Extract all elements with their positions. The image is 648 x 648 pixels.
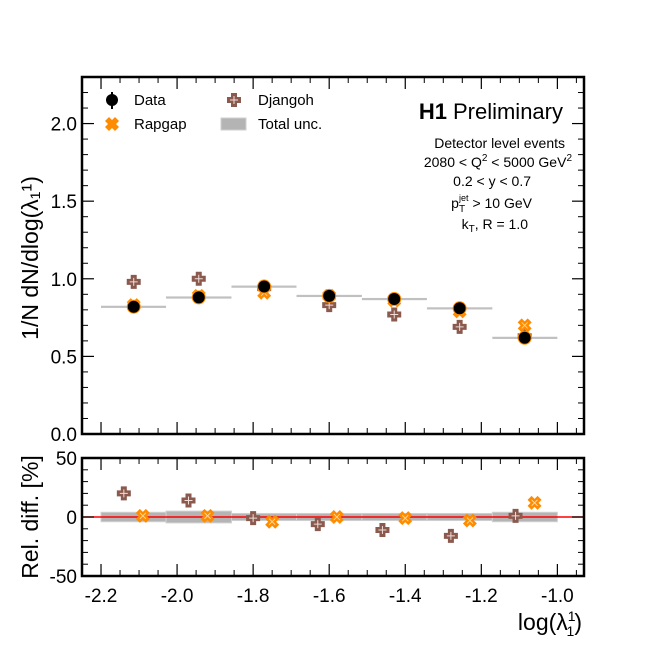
experiment-name: H1 (419, 99, 447, 124)
annotation-y-range: 0.2 < y < 0.7 (453, 173, 531, 189)
djangoh-point (452, 319, 467, 334)
djangoh-marker-inner (184, 496, 193, 505)
data-point (322, 288, 337, 303)
ratio-djangoh-point (116, 486, 131, 501)
annotation-pt-cut: pTjet > 10 GeV (451, 193, 533, 215)
rapgap-point (517, 318, 532, 333)
ratio-djangoh-point (508, 508, 523, 523)
djangoh-marker-inner (390, 310, 399, 319)
ratio-ytick-label: -50 (50, 567, 77, 588)
ratio-xtick-label: -1.0 (541, 586, 574, 607)
ratio-panel: -50 0 50 -2.2 -2.0 -1.8 -1.6 -1.4 -1.2 -1.0 Rel. … (17, 449, 586, 639)
ratio-points (116, 486, 542, 543)
main-ytick-label: 1.0 (51, 270, 77, 291)
ratio-rapgap-point (398, 511, 413, 526)
ratio-djangoh-point (375, 522, 390, 537)
data-point (126, 299, 141, 314)
data-point (387, 291, 402, 306)
ratio-xtick-label: -2.2 (85, 586, 118, 607)
main-points (126, 271, 532, 345)
main-panel: 0.0 0.5 1.0 1.5 2.0 1/N dN/dlog(λ₁¹) (17, 75, 586, 446)
rapgap-x-marker-icon (105, 117, 119, 131)
djangoh-marker-inner (313, 520, 322, 529)
preliminary-label: Preliminary (453, 99, 563, 124)
data-point-marker (192, 291, 205, 304)
main-ytick-label: 0.5 (51, 347, 77, 368)
legend-label-djangoh: Djangoh (258, 92, 314, 109)
legend-label-data: Data (134, 92, 166, 109)
legend-label-total-unc: Total unc. (258, 116, 322, 133)
band-swatch-icon (220, 117, 247, 131)
djangoh-marker-inner (194, 274, 203, 283)
data-point-marker (518, 331, 531, 344)
ratio-xlabel: log(λ1 1) (518, 608, 582, 639)
ratio-djangoh-point (443, 528, 458, 543)
rapgap-marker-inner (139, 512, 147, 520)
ratio-rapgap-point (200, 508, 215, 523)
data-point-marker (453, 302, 466, 315)
djangoh-marker-inner (249, 514, 258, 523)
annotation-jet-algo: kT, R = 1.0 (462, 216, 529, 235)
rapgap-marker-inner (401, 514, 409, 522)
ratio-rapgap-point (265, 514, 280, 529)
legend: Data Rapgap Djangoh Total unc. (105, 92, 322, 133)
legend-item-rapgap: Rapgap (105, 116, 187, 133)
ratio-rapgap-point (329, 510, 344, 524)
main-ytick-label: 1.5 (51, 192, 77, 213)
djangoh-marker-inner (511, 511, 520, 520)
data-point (517, 330, 532, 345)
ratio-ylabel: Rel. diff. [%] (17, 455, 43, 579)
data-marker-icon (106, 92, 118, 109)
legend-label-rapgap: Rapgap (134, 116, 187, 133)
main-ytick-label: 2.0 (51, 115, 77, 136)
data-point-marker (127, 300, 140, 313)
ratio-ytick-label: 50 (56, 449, 77, 470)
main-frame (80, 75, 586, 436)
ratio-frame (80, 456, 586, 578)
djangoh-plus-marker-icon (227, 93, 241, 107)
rapgap-marker-inner (521, 322, 528, 329)
djangoh-marker-inner (119, 489, 128, 498)
experiment-title: H1 Preliminary (419, 99, 563, 124)
ratio-rapgap-point (462, 513, 477, 528)
ratio-djangoh-point (246, 511, 261, 526)
djangoh-point (126, 274, 141, 289)
legend-item-djangoh: Djangoh (227, 92, 314, 109)
djangoh-point (387, 307, 402, 322)
data-point (257, 279, 272, 294)
data-point-marker (388, 292, 401, 305)
rapgap-marker-inner (333, 513, 341, 521)
djangoh-marker-inner (455, 322, 464, 331)
data-point (452, 301, 467, 316)
ratio-xtick-label: -2.0 (161, 586, 194, 607)
ratio-xtick-label: -1.4 (389, 586, 422, 607)
djangoh-point (191, 271, 206, 286)
djangoh-marker-inner (129, 277, 138, 286)
ratio-djangoh-point (310, 517, 325, 532)
ratio-xtick-label: -1.6 (313, 586, 346, 607)
data-point-marker (323, 289, 336, 302)
legend-item-total-unc: Total unc. (220, 116, 322, 133)
annotation-detector-level: Detector level events (434, 135, 565, 151)
ratio-xtick-label: -1.8 (237, 586, 270, 607)
ratio-djangoh-point (181, 493, 196, 508)
rapgap-marker-inner (204, 512, 211, 520)
rapgap-marker-inner (268, 518, 276, 526)
ratio-xtick-label: -1.2 (465, 586, 498, 607)
main-ylabel: 1/N dN/dlog(λ₁¹) (17, 176, 43, 340)
rapgap-marker-inner (466, 517, 474, 524)
main-ytick-label: 0.0 (51, 425, 77, 446)
ratio-rapgap-point (527, 495, 542, 510)
ratio-ytick-label: 0 (66, 508, 77, 529)
info-box: H1 Preliminary Detector level events 2080… (419, 99, 573, 235)
annotation-q2-range: 2080 < Q2 < 5000 GeV2 (424, 153, 573, 170)
djangoh-marker-inner (446, 531, 455, 540)
rapgap-marker-inner (531, 499, 538, 507)
data-point-marker (258, 280, 271, 293)
djangoh-marker-inner (378, 525, 387, 534)
data-point (191, 290, 206, 305)
ratio-rapgap-point (135, 508, 150, 523)
legend-item-data: Data (106, 92, 166, 109)
